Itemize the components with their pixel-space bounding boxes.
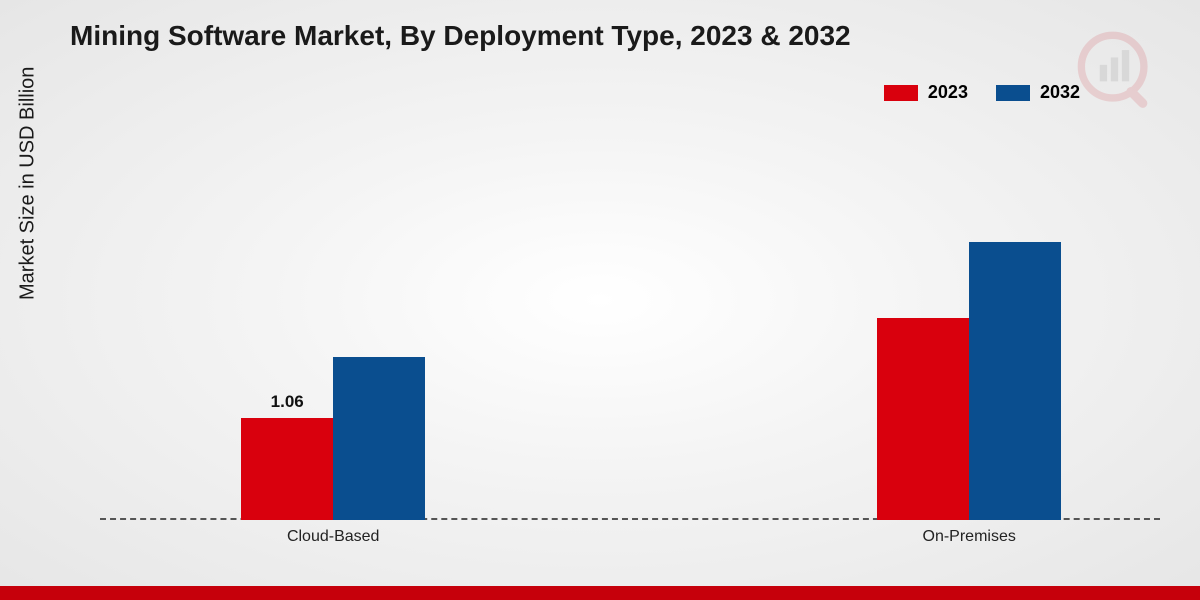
legend-label-2032: 2032 bbox=[1040, 82, 1080, 103]
x-tick-cloud-based: Cloud-Based bbox=[287, 520, 380, 546]
bar-on-premises-2032 bbox=[969, 242, 1061, 520]
watermark-svg bbox=[1074, 28, 1166, 120]
legend-item-2023: 2023 bbox=[884, 82, 968, 103]
bar-cloud-based-2023 bbox=[241, 418, 333, 520]
bar-cloud-based-2032 bbox=[333, 357, 425, 520]
legend-swatch-2032 bbox=[996, 85, 1030, 101]
legend-label-2023: 2023 bbox=[928, 82, 968, 103]
chart-title: Mining Software Market, By Deployment Ty… bbox=[70, 20, 851, 52]
value-label-cloud-based-2023: 1.06 bbox=[271, 392, 304, 412]
legend-item-2032: 2032 bbox=[996, 82, 1080, 103]
plot-area: 1.06 Cloud-Based On-Premises bbox=[100, 120, 1160, 520]
bar-group-cloud-based: 1.06 bbox=[241, 357, 425, 520]
footer-accent-bar bbox=[0, 586, 1200, 600]
x-tick-on-premises: On-Premises bbox=[923, 520, 1016, 546]
bar-on-premises-2023 bbox=[877, 318, 969, 520]
watermark-logo bbox=[1074, 28, 1166, 120]
legend-swatch-2023 bbox=[884, 85, 918, 101]
legend: 2023 2032 bbox=[884, 82, 1080, 103]
chart-canvas: Mining Software Market, By Deployment Ty… bbox=[0, 0, 1200, 600]
y-axis-label: Market Size in USD Billion bbox=[17, 67, 40, 300]
bar-group-on-premises bbox=[877, 242, 1061, 520]
